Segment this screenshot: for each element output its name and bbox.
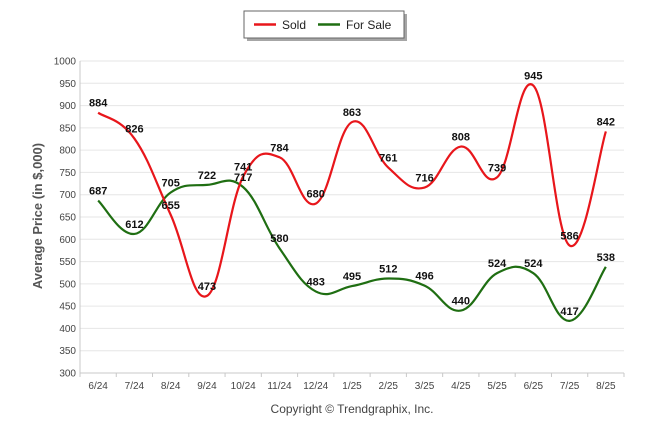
data-label-for-sale: 687 bbox=[89, 186, 107, 198]
data-label-for-sale: 524 bbox=[488, 258, 507, 270]
axes: 300 350 400 450 500 550 600 650 700 750 800 850 900 9… bbox=[54, 57, 625, 392]
data-label-for-sale: 580 bbox=[270, 233, 288, 245]
x-tick-label: 6/25 bbox=[524, 381, 544, 392]
x-tick-label: 1/25 bbox=[342, 381, 362, 392]
series bbox=[97, 83, 607, 322]
legend-label-sold[interactable]: Sold bbox=[282, 18, 306, 32]
data-label-for-sale: 705 bbox=[161, 177, 179, 189]
y-tick-label: 650 bbox=[59, 213, 76, 224]
data-label-sold: 716 bbox=[415, 173, 433, 185]
y-tick-label: 300 bbox=[59, 369, 76, 380]
data-label-for-sale: 440 bbox=[452, 296, 470, 308]
data-label-sold: 826 bbox=[125, 124, 143, 136]
y-tick-label: 750 bbox=[59, 168, 76, 179]
x-tick-label: 5/25 bbox=[487, 381, 507, 392]
y-tick-label: 400 bbox=[59, 324, 76, 335]
x-tick-label: 3/25 bbox=[415, 381, 435, 392]
x-tick-label: 11/24 bbox=[267, 381, 292, 392]
data-label-sold: 739 bbox=[488, 162, 506, 174]
x-tick-label: 6/24 bbox=[88, 381, 108, 392]
data-label-for-sale: 512 bbox=[379, 264, 397, 276]
x-tick-label: 9/24 bbox=[197, 381, 217, 392]
data-label-sold: 784 bbox=[270, 142, 289, 154]
data-label-sold: 761 bbox=[379, 153, 397, 165]
data-label-for-sale: 495 bbox=[343, 271, 361, 283]
y-tick-label: 950 bbox=[59, 79, 76, 90]
data-label-sold: 945 bbox=[524, 71, 542, 83]
data-label-sold: 680 bbox=[307, 189, 325, 201]
x-tick-label: 10/24 bbox=[231, 381, 256, 392]
y-tick-label: 550 bbox=[59, 257, 76, 268]
data-label-for-sale: 717 bbox=[234, 172, 252, 184]
data-label-sold: 586 bbox=[560, 231, 578, 243]
y-tick-label: 800 bbox=[59, 146, 76, 157]
legend-label-for-sale[interactable]: For Sale bbox=[346, 18, 392, 32]
series-line-sold[interactable] bbox=[97, 83, 607, 298]
y-tick-label: 900 bbox=[59, 101, 76, 112]
y-tick-label: 500 bbox=[59, 279, 76, 290]
x-tick-label: 7/25 bbox=[560, 381, 580, 392]
y-tick-label: 350 bbox=[59, 346, 76, 357]
data-labels: 884 826 655 473 741 784 680 863 761 716 808 739 945 5… bbox=[89, 71, 615, 318]
data-label-sold: 884 bbox=[89, 98, 108, 110]
data-label-sold: 863 bbox=[343, 107, 361, 119]
legend[interactable]: Sold For Sale bbox=[243, 10, 407, 41]
x-tick-label: 7/24 bbox=[125, 381, 145, 392]
data-label-for-sale: 538 bbox=[597, 252, 615, 264]
x-tick-label: 8/24 bbox=[161, 381, 181, 392]
x-tick-label: 4/25 bbox=[451, 381, 471, 392]
data-label-sold: 473 bbox=[198, 281, 216, 293]
y-axis-title: Average Price (in $,000) bbox=[30, 143, 45, 289]
data-label-for-sale: 612 bbox=[125, 219, 143, 231]
x-tick-label: 12/24 bbox=[303, 381, 328, 392]
y-tick-label: 600 bbox=[59, 235, 76, 246]
grid bbox=[80, 60, 624, 374]
data-label-for-sale: 483 bbox=[307, 276, 325, 288]
y-tick-label: 1000 bbox=[54, 57, 77, 68]
series-line-for-sale[interactable] bbox=[97, 179, 607, 322]
y-tick-label: 700 bbox=[59, 190, 76, 201]
x-tick-label: 8/25 bbox=[596, 381, 616, 392]
data-label-for-sale: 417 bbox=[560, 306, 578, 318]
data-label-sold: 655 bbox=[161, 200, 179, 212]
data-label-for-sale: 722 bbox=[198, 170, 216, 182]
x-tick-label: 2/25 bbox=[379, 381, 399, 392]
data-label-sold: 741 bbox=[234, 161, 252, 173]
y-tick-label: 850 bbox=[59, 123, 76, 134]
data-label-for-sale: 496 bbox=[415, 271, 433, 283]
data-label-sold: 842 bbox=[597, 116, 615, 128]
copyright-footer: Copyright © Trendgraphix, Inc. bbox=[271, 402, 434, 416]
y-tick-label: 450 bbox=[59, 302, 76, 313]
data-label-for-sale: 524 bbox=[524, 258, 543, 270]
data-label-sold: 808 bbox=[452, 132, 470, 144]
